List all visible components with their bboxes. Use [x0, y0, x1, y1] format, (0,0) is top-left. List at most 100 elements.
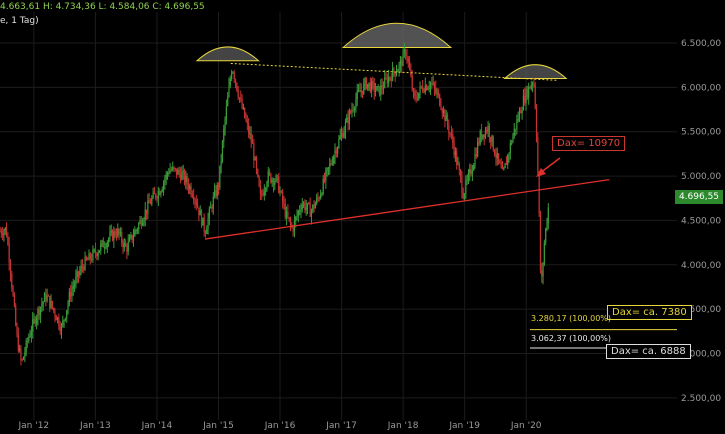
candle-body — [474, 154, 476, 166]
candle-body — [16, 325, 18, 335]
candle-body — [306, 203, 309, 208]
candle-body — [139, 219, 141, 224]
candle-body — [72, 286, 74, 289]
candle-body — [317, 197, 319, 199]
candle-body — [391, 68, 394, 81]
candle-body — [496, 153, 498, 159]
candle-body — [220, 160, 222, 166]
candle-body — [30, 331, 33, 336]
candle-body — [254, 157, 256, 161]
y-tick-label: 3.500,00 — [681, 305, 721, 315]
candle-body — [364, 78, 366, 84]
candle-body — [132, 236, 135, 241]
candle-body — [367, 83, 369, 89]
candle-body — [449, 133, 451, 135]
candle-body — [440, 105, 442, 110]
candle-body — [462, 192, 464, 199]
candle-body — [7, 236, 9, 245]
level-yellow-label: 3.280,17 (100,00%) — [531, 314, 612, 323]
candle-body — [144, 209, 146, 220]
candle-body — [206, 229, 208, 234]
candle-body — [454, 151, 456, 155]
candle-body — [159, 191, 161, 195]
dax-annotation-yellow[interactable]: Dax= ca. 7380 — [607, 305, 692, 320]
candle-body — [19, 348, 21, 351]
candle-body — [34, 318, 36, 324]
candle-body — [108, 238, 110, 243]
candle-body — [393, 68, 395, 73]
top-arc — [195, 46, 260, 62]
candle-body — [151, 198, 153, 204]
candle-body — [181, 172, 183, 180]
candle-body — [529, 86, 531, 89]
candle-body — [533, 83, 535, 85]
candle-body — [221, 141, 224, 161]
candle-body — [47, 295, 50, 297]
candle-body — [59, 326, 61, 332]
candle-body — [17, 334, 19, 351]
candle-body — [236, 82, 238, 91]
candle-body — [53, 307, 55, 311]
candle-body — [33, 318, 35, 320]
candle-body — [285, 211, 288, 218]
candle-body — [429, 82, 432, 88]
candle-body — [435, 88, 437, 93]
candle-body — [156, 197, 158, 199]
candle-body — [381, 85, 383, 89]
candle-body — [335, 150, 337, 154]
candle-body — [22, 357, 25, 360]
candle-body — [356, 90, 358, 100]
candle-body — [2, 233, 4, 236]
candle-body — [320, 194, 322, 199]
candle-body — [232, 72, 234, 74]
y-tick-label: 4.500,00 — [681, 216, 721, 226]
candle-body — [546, 223, 548, 229]
candle-body — [50, 301, 52, 308]
candle-body — [337, 147, 339, 154]
candle-body — [460, 170, 462, 178]
candle-body — [507, 155, 509, 165]
candle-body — [512, 135, 514, 143]
candle-body — [114, 231, 116, 236]
candle-body — [200, 210, 203, 226]
y-axis: 2.500,00 3.000,00 3.500,00 4.000,00 4.500,00… — [681, 39, 721, 404]
candle-body — [216, 184, 218, 197]
candle-body — [537, 137, 539, 173]
candle-body — [161, 189, 163, 192]
x-tick-label: Jan '14 — [141, 421, 173, 431]
candle-body — [228, 85, 230, 97]
candle-body — [178, 169, 180, 174]
candle-body — [106, 242, 108, 248]
candle-body — [543, 242, 545, 264]
candle-body — [505, 163, 508, 165]
candle-body — [160, 191, 162, 195]
shoulder-head-arcs — [195, 22, 568, 80]
candle-body — [204, 231, 207, 234]
candle-body — [517, 119, 519, 121]
candle-body — [342, 133, 344, 138]
x-tick-label: Jan '18 — [387, 421, 419, 431]
candle-body — [347, 117, 349, 124]
candle-body — [274, 181, 276, 186]
dax-annotation-red[interactable]: Dax= 10970 — [552, 136, 626, 151]
candle-body — [422, 86, 424, 91]
candle-body — [45, 294, 47, 301]
candle-body — [287, 211, 289, 218]
candle-body — [299, 210, 301, 212]
candle-body — [76, 271, 78, 277]
candle-body — [179, 173, 182, 180]
candle-body — [397, 70, 399, 73]
candle-body — [414, 91, 416, 97]
candle-body — [309, 203, 311, 217]
candle-body — [21, 359, 23, 361]
dax-annotation-white[interactable]: Dax= ca. 6888 — [606, 344, 691, 359]
candle-body — [268, 171, 271, 174]
candle-body — [119, 231, 121, 235]
candle-body — [373, 82, 375, 92]
candle-body — [516, 119, 518, 130]
candle-body — [539, 214, 542, 271]
candle-body — [390, 77, 392, 81]
candle-body — [453, 142, 455, 155]
candle-body — [13, 295, 15, 306]
